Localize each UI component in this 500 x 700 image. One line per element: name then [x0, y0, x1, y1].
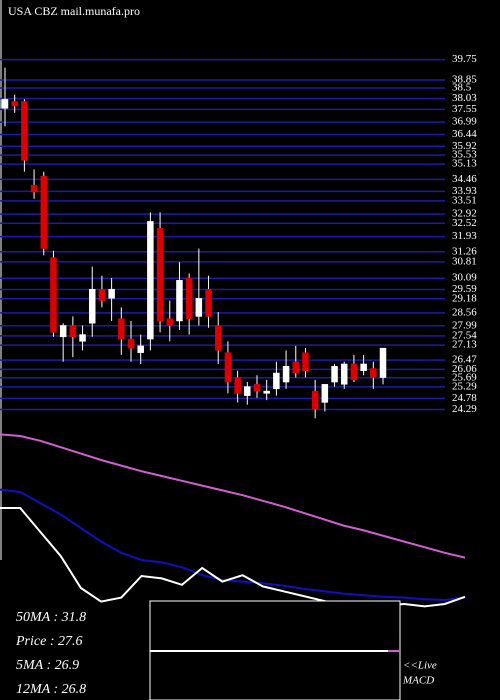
y-tick-label: 38.85: [452, 74, 477, 86]
y-tick-label: 37.55: [452, 103, 477, 115]
candle-body: [166, 318, 174, 326]
y-tick-label: 26.06: [452, 363, 477, 375]
chart-title: USA CBZ mail.munafa.pro: [8, 4, 140, 18]
candle-body: [11, 101, 18, 107]
candle-body: [282, 365, 290, 383]
y-tick-label: 24.29: [452, 403, 477, 415]
candle-body: [185, 277, 193, 319]
y-tick-label: 35.13: [452, 158, 477, 170]
candle-body: [340, 363, 348, 385]
candle-body: [108, 289, 115, 299]
y-tick-label: 30.81: [452, 255, 477, 267]
indicator-line: [0, 488, 466, 602]
y-tick-label: 39.75: [452, 53, 477, 65]
candle-body: [195, 298, 203, 317]
y-tick-label: 27.54: [452, 329, 477, 341]
candle-body: [69, 325, 77, 338]
candle-body: [176, 280, 183, 322]
y-tick-label: 24.78: [452, 392, 477, 404]
y-tick-label: 36.44: [452, 128, 477, 140]
y-tick-label: 35.92: [452, 140, 477, 152]
info-line: Price : 27.6: [15, 634, 82, 649]
candle-body: [370, 368, 377, 378]
candle-body: [224, 352, 232, 383]
y-tick-label: 35.53: [452, 149, 477, 161]
macd-label: MACD: [402, 675, 434, 687]
candle-body: [331, 365, 338, 383]
candle-body: [205, 289, 212, 317]
y-tick-label: 38.03: [452, 92, 477, 104]
candle-body: [244, 386, 251, 396]
candle-body: [350, 363, 358, 381]
candle-body: [360, 363, 367, 371]
y-tick-label: 34.46: [452, 173, 477, 185]
candle-body: [21, 101, 28, 161]
candle-body: [88, 289, 96, 324]
y-tick-label: 30.09: [452, 272, 477, 284]
candle-body: [1, 99, 9, 109]
y-tick-label: 25.69: [452, 371, 477, 383]
candle-body: [214, 325, 222, 351]
y-tick-label: 33.51: [452, 194, 477, 206]
candle-body: [30, 184, 38, 193]
candle-body: [156, 227, 164, 322]
candle-body: [253, 384, 261, 392]
info-line: 5MA : 26.9: [16, 658, 79, 673]
candle-body: [263, 390, 270, 394]
candle-body: [98, 289, 106, 301]
y-tick-label: 27.99: [452, 319, 477, 331]
candle-body: [79, 334, 86, 342]
candle-body: [137, 345, 144, 353]
macd-label: <<Live: [403, 660, 437, 672]
y-tick-label: 29.59: [452, 283, 477, 295]
y-tick-label: 26.47: [452, 354, 477, 366]
candle-body: [59, 325, 67, 338]
candle-body: [147, 221, 154, 340]
y-tick-label: 28.56: [452, 306, 477, 318]
y-tick-label: 38.5: [452, 81, 472, 93]
indicator-line: [0, 433, 466, 559]
info-line: 12MA : 26.8: [16, 682, 86, 697]
y-tick-label: 36.99: [452, 116, 477, 128]
y-tick-label: 29.18: [452, 292, 477, 304]
y-tick-label: 31.93: [452, 230, 477, 242]
candle-body: [379, 347, 387, 378]
y-tick-label: 33.93: [452, 185, 477, 197]
candle-body: [234, 377, 241, 394]
candle-body: [127, 338, 135, 349]
y-tick-label: 32.92: [452, 208, 477, 220]
info-line: 50MA : 31.8: [16, 610, 86, 625]
y-tick-label: 27.13: [452, 339, 477, 351]
candle-body: [40, 175, 48, 249]
y-tick-label: 31.26: [452, 245, 477, 257]
candle-body: [292, 361, 300, 374]
indicator-line: [0, 507, 466, 609]
y-tick-label: 32.52: [452, 217, 477, 229]
candle-body: [50, 257, 57, 333]
candle-body: [118, 318, 125, 340]
candle-body: [273, 372, 280, 390]
candle-body: [321, 384, 329, 403]
candle-body: [311, 390, 319, 410]
candle-body: [302, 352, 309, 371]
y-tick-label: 25.29: [452, 380, 477, 392]
